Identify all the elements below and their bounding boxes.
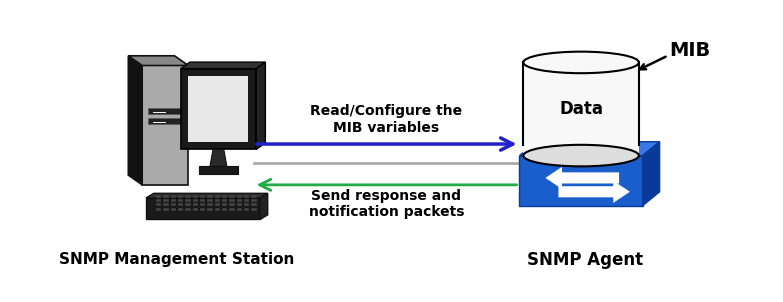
Ellipse shape — [523, 145, 639, 166]
Bar — [251, 199, 257, 202]
Bar — [215, 199, 220, 202]
Bar — [186, 199, 191, 202]
Bar — [244, 207, 249, 211]
Bar — [207, 207, 213, 211]
Bar — [193, 195, 198, 198]
Bar — [244, 195, 249, 198]
Bar — [178, 199, 183, 202]
Text: SNMP Management Station: SNMP Management Station — [60, 252, 294, 267]
Bar — [200, 203, 205, 206]
Polygon shape — [128, 56, 189, 66]
Bar — [156, 207, 161, 211]
Bar — [189, 76, 248, 142]
Polygon shape — [146, 193, 268, 198]
Bar — [222, 203, 227, 206]
Polygon shape — [181, 62, 265, 69]
Bar — [186, 195, 191, 198]
Polygon shape — [519, 156, 643, 206]
FancyArrowPatch shape — [546, 167, 619, 189]
Bar — [193, 199, 198, 202]
Polygon shape — [256, 62, 265, 149]
Bar — [523, 63, 639, 156]
Polygon shape — [128, 56, 143, 185]
Bar — [200, 207, 205, 211]
Polygon shape — [643, 142, 659, 206]
Polygon shape — [260, 193, 268, 220]
Bar — [164, 203, 169, 206]
Bar — [171, 207, 176, 211]
Bar — [251, 203, 257, 206]
Bar — [236, 195, 242, 198]
Text: MIB: MIB — [669, 40, 711, 59]
Bar — [251, 207, 257, 211]
Polygon shape — [181, 69, 256, 149]
Bar — [229, 199, 235, 202]
Bar — [193, 207, 198, 211]
Bar — [156, 195, 161, 198]
Bar — [244, 199, 249, 202]
Bar — [229, 207, 235, 211]
Bar — [215, 195, 220, 198]
Bar — [156, 203, 161, 206]
FancyArrowPatch shape — [558, 181, 630, 203]
Bar — [178, 203, 183, 206]
Bar — [171, 199, 176, 202]
Bar — [164, 207, 169, 211]
Bar — [186, 207, 191, 211]
Bar — [236, 199, 242, 202]
Ellipse shape — [523, 52, 639, 73]
Bar — [148, 118, 182, 124]
Text: Read/Configure the
MIB variables: Read/Configure the MIB variables — [310, 104, 462, 134]
Bar — [199, 166, 238, 174]
Bar — [236, 203, 242, 206]
Bar — [251, 195, 257, 198]
Polygon shape — [146, 198, 260, 220]
Text: Data: Data — [559, 100, 603, 117]
Bar — [229, 203, 235, 206]
Bar — [207, 195, 213, 198]
Bar — [186, 203, 191, 206]
Text: SNMP Agent: SNMP Agent — [527, 251, 643, 268]
Bar — [236, 207, 242, 211]
Polygon shape — [210, 149, 227, 166]
Bar — [200, 195, 205, 198]
Bar — [207, 203, 213, 206]
Bar — [222, 195, 227, 198]
Bar — [222, 199, 227, 202]
Bar — [193, 203, 198, 206]
Bar — [156, 199, 161, 202]
Bar — [215, 207, 220, 211]
Bar — [164, 199, 169, 202]
Bar — [200, 199, 205, 202]
Bar — [148, 108, 182, 114]
Text: Send response and
notification packets: Send response and notification packets — [309, 189, 464, 219]
Bar — [171, 195, 176, 198]
Bar — [244, 203, 249, 206]
Bar — [164, 195, 169, 198]
Bar — [178, 207, 183, 211]
Bar — [178, 195, 183, 198]
Bar — [215, 203, 220, 206]
Polygon shape — [143, 66, 189, 185]
Bar — [222, 207, 227, 211]
Polygon shape — [519, 142, 659, 156]
Bar — [171, 203, 176, 206]
Bar — [207, 199, 213, 202]
Bar — [229, 195, 235, 198]
